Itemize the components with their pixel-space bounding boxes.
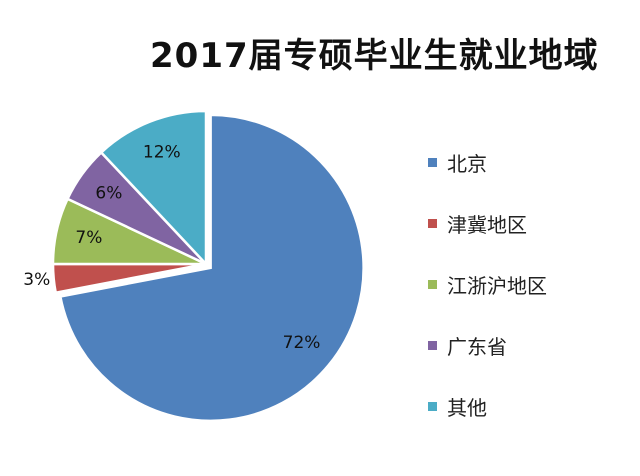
legend-swatch-beijing xyxy=(428,157,437,167)
legend-label-guangdong: 广东省 xyxy=(447,334,507,359)
pie-label-guangdong: 6% xyxy=(95,183,122,203)
legend-swatch-jiangzhehu xyxy=(428,279,437,289)
legend-item-other: 其他 xyxy=(428,386,547,426)
pie-slice-beijing xyxy=(58,113,365,423)
pie-slices xyxy=(51,109,365,423)
legend: 北京 津冀地区 江浙沪地区 广东省 其他 xyxy=(428,142,547,447)
pie-label-other: 12% xyxy=(143,142,181,162)
legend-label-beijing: 北京 xyxy=(447,151,487,176)
chart-title: 2017届专硕毕业生就业地域 xyxy=(150,36,599,76)
pie-data-labels: 72% 3% 7% 6% 12% xyxy=(23,142,320,353)
legend-item-jinji: 津冀地区 xyxy=(428,203,547,243)
legend-swatch-jinji xyxy=(428,218,437,228)
legend-item-jiangzhehu: 江浙沪地区 xyxy=(428,264,547,304)
legend-swatch-guangdong xyxy=(428,340,437,350)
legend-item-guangdong: 广东省 xyxy=(428,325,547,365)
pie-label-jinji: 3% xyxy=(23,270,50,290)
pie-slice-other xyxy=(99,109,208,268)
legend-item-beijing: 北京 xyxy=(428,142,547,182)
legend-label-jinji: 津冀地区 xyxy=(447,212,527,237)
pie-label-beijing: 72% xyxy=(283,333,321,353)
legend-swatch-other xyxy=(428,401,437,411)
legend-label-jiangzhehu: 江浙沪地区 xyxy=(447,273,547,298)
legend-label-other: 其他 xyxy=(447,395,487,420)
pie-label-jiangzhehu: 7% xyxy=(75,228,102,248)
